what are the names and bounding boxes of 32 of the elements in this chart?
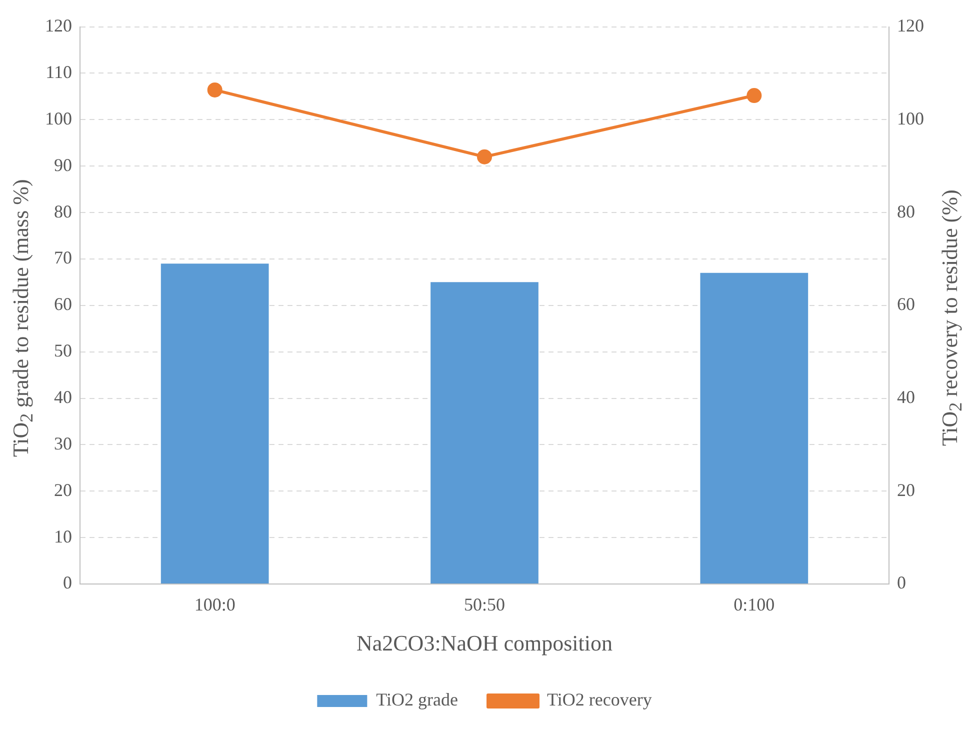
- x-tick-label: 100:0: [194, 594, 236, 615]
- y-tick-label: 10: [54, 526, 72, 546]
- y2-tick-label: 0: [897, 572, 906, 593]
- y-tick-label: 30: [54, 433, 72, 454]
- y-tick-label: 20: [54, 480, 72, 500]
- y-tick-label: 50: [54, 340, 72, 361]
- y2-tick-label: 20: [897, 480, 916, 500]
- legend-label: TiO2 recovery: [547, 690, 652, 710]
- y2-tick-label: 120: [897, 16, 924, 36]
- bar: [161, 264, 270, 584]
- y-tick-label: 100: [45, 108, 72, 128]
- y2-tick-label: 40: [897, 387, 916, 407]
- point: [208, 82, 223, 98]
- bar: [700, 272, 808, 584]
- y-tick-label: 120: [45, 16, 72, 36]
- point: [747, 88, 762, 104]
- bar: [430, 282, 539, 584]
- y-tick-label: 60: [54, 294, 72, 314]
- y2-tick-label: 60: [897, 294, 916, 314]
- y-tick-label: 80: [54, 201, 72, 222]
- y-tick-label: 90: [54, 154, 72, 175]
- x-axis-title: Na2CO3:NaOH composition: [356, 630, 613, 656]
- y-tick-label: 110: [46, 62, 72, 82]
- y-tick-label: 0: [63, 572, 72, 593]
- point: [477, 149, 492, 164]
- x-tick-label: 50:50: [464, 594, 506, 615]
- legend-label: TiO2 grade: [376, 690, 458, 710]
- y-tick-label: 40: [54, 387, 72, 407]
- y-tick-label: 70: [54, 248, 72, 268]
- y2-tick-label: 100: [897, 108, 924, 128]
- y2-tick-label: 80: [897, 201, 916, 222]
- x-tick-label: 0:100: [734, 594, 776, 615]
